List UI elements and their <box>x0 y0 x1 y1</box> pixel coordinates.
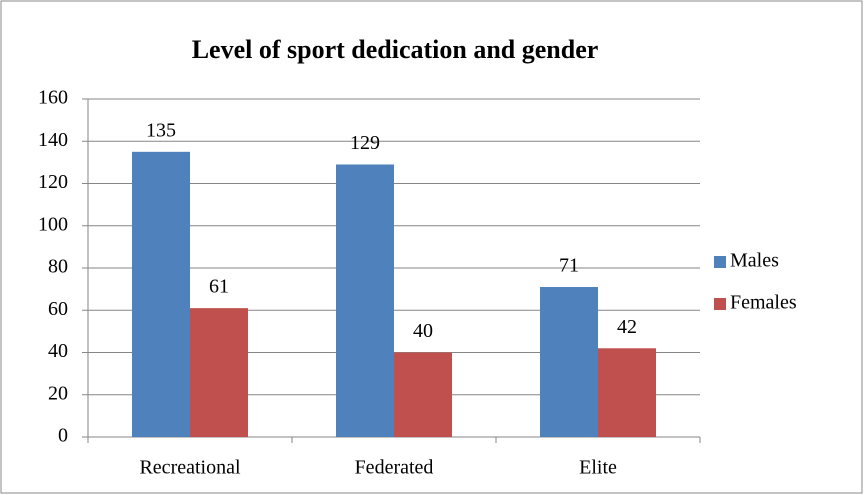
data-label: 61 <box>209 276 229 298</box>
legend-label: Females <box>730 292 797 314</box>
legend-swatch <box>714 256 726 268</box>
legend-swatch <box>714 298 726 310</box>
bar <box>132 151 190 437</box>
chart-title: Level of sport dedication and gender <box>192 35 599 64</box>
y-tick-label: 80 <box>48 256 68 278</box>
data-label: 129 <box>350 132 380 154</box>
data-label: 40 <box>413 320 433 342</box>
x-tick-label: Recreational <box>139 457 240 479</box>
y-tick-label: 20 <box>48 382 68 404</box>
bar <box>598 348 656 437</box>
bar <box>336 164 394 438</box>
legend-label: Males <box>730 250 779 272</box>
y-tick-label: 60 <box>48 298 68 320</box>
x-tick-label: Elite <box>579 457 617 479</box>
bar <box>394 352 452 437</box>
x-tick-label: Federated <box>355 457 434 479</box>
y-tick-label: 40 <box>48 340 68 362</box>
y-tick-label: 140 <box>38 129 68 151</box>
y-tick-label: 160 <box>38 87 68 109</box>
data-label: 135 <box>146 119 176 141</box>
bar <box>190 308 248 437</box>
y-tick-label: 0 <box>58 425 68 447</box>
data-label: 71 <box>559 255 579 277</box>
bar <box>540 287 598 437</box>
y-tick-label: 120 <box>38 171 68 193</box>
y-tick-label: 100 <box>38 213 68 235</box>
data-label: 42 <box>617 316 637 338</box>
